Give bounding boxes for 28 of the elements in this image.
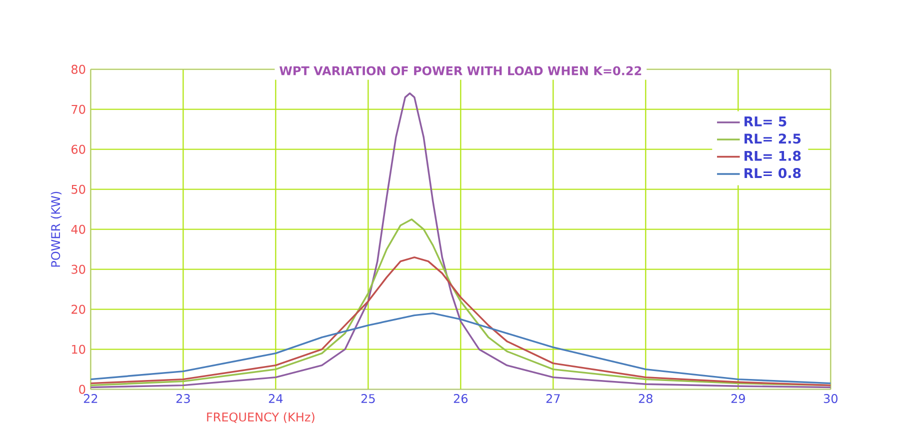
legend-label: RL= 1.8 bbox=[744, 150, 801, 161]
legend-label: RL= 5 bbox=[744, 116, 786, 126]
legend-label: RL= 2.5 bbox=[744, 133, 801, 144]
x-tick-label: 30 bbox=[824, 394, 838, 403]
y-tick-label: 40 bbox=[71, 224, 86, 234]
x-tick-label: 24 bbox=[268, 394, 283, 403]
y-tick-label: 70 bbox=[72, 104, 86, 114]
x-tick-label: 22 bbox=[84, 394, 98, 403]
x-tick-label: 27 bbox=[546, 394, 560, 403]
y-tick-label: 0 bbox=[79, 384, 86, 394]
x-tick-label: 29 bbox=[731, 394, 745, 403]
x-tick-label: 26 bbox=[454, 394, 468, 403]
y-tick-label: 20 bbox=[72, 304, 86, 314]
y-tick-label: 30 bbox=[72, 264, 86, 274]
y-tick-label: 80 bbox=[72, 64, 86, 74]
line-series bbox=[90, 92, 831, 388]
legend-label: RL= 0.8 bbox=[744, 168, 801, 178]
y-axis-title: POWER (KW) bbox=[50, 192, 62, 266]
line-series bbox=[90, 256, 831, 386]
chart-title: WPT VARIATION OF POWER WITH LOAD WHEN K=0.22 bbox=[280, 66, 642, 76]
y-tick-label: 10 bbox=[72, 344, 86, 354]
y-tick-label: 60 bbox=[72, 144, 86, 154]
x-tick-label: 23 bbox=[176, 394, 190, 403]
x-tick-label: 25 bbox=[361, 394, 375, 403]
y-tick-label: 50 bbox=[72, 184, 86, 194]
line-series bbox=[90, 312, 831, 384]
x-axis-title: FREQUENCY (KHz) bbox=[207, 412, 314, 423]
x-tick-label: 28 bbox=[638, 394, 652, 403]
